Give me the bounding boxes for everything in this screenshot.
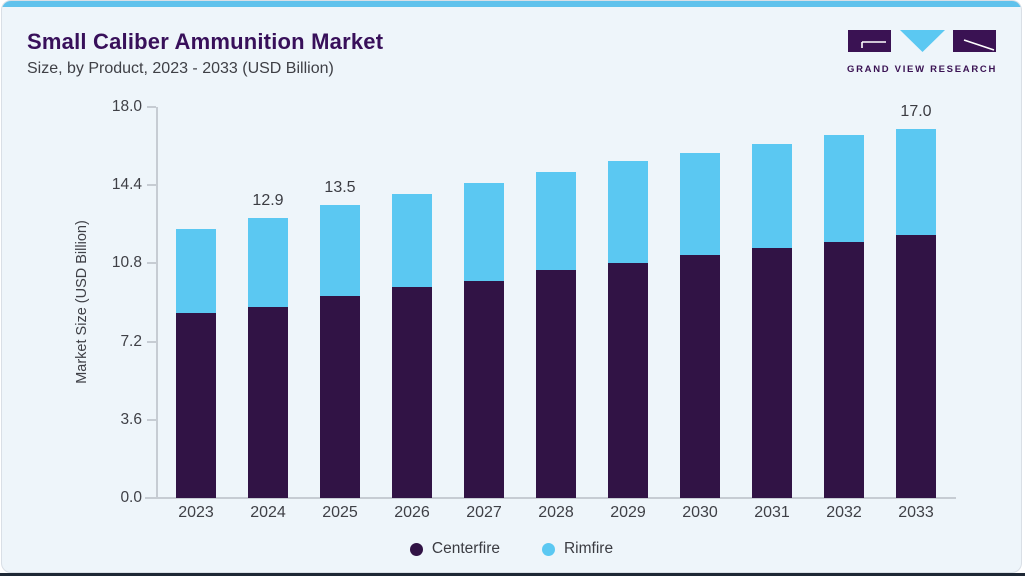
y-tick-label: 0.0: [120, 489, 142, 506]
y-tick-label: 7.2: [120, 333, 142, 350]
x-tick-label-2032: 2032: [826, 504, 862, 521]
centerfire-segment: [824, 241, 864, 498]
bar-group-2024: 12.9: [232, 107, 304, 498]
plot-area: 12.9 13.5 17.0: [160, 103, 952, 498]
bar-group-2029: [592, 107, 664, 498]
centerfire-segment: [176, 313, 216, 498]
bar-group-2028: [520, 107, 592, 498]
legend-item-rimfire: Rimfire: [541, 540, 614, 558]
centerfire-segment: [536, 269, 576, 498]
centerfire-segment: [392, 287, 432, 498]
stacked-bar: [176, 228, 216, 498]
centerfire-segment: [608, 263, 648, 498]
x-tick-label-2033: 2033: [898, 504, 934, 521]
y-tick-label: 14.4: [111, 176, 142, 193]
bar-group-2023: [160, 107, 232, 498]
tick-mark: [147, 341, 156, 343]
bar-group-2026: [376, 107, 448, 498]
tick-mark: [147, 184, 156, 186]
legend-label: Rimfire: [563, 540, 614, 557]
x-tick-label-2031: 2031: [754, 504, 790, 521]
bar-total-label: 17.0: [900, 102, 932, 120]
centerfire-segment: [464, 280, 504, 498]
stacked-bar: [536, 172, 576, 498]
grand-view-research-logo: GRAND VIEW RESEARCH: [847, 29, 997, 75]
chart-header: Small Caliber Ammunition Market Size, by…: [27, 29, 384, 78]
rimfire-segment: [752, 143, 792, 249]
bar-group-2031: [736, 107, 808, 498]
rimfire-segment: [320, 204, 360, 296]
chart-legend: Centerfire Rimfire: [2, 540, 1021, 558]
bar-group-2025: 13.5: [304, 107, 376, 498]
tick-mark: [147, 419, 156, 421]
bar-group-2030: [664, 107, 736, 498]
rimfire-segment: [536, 172, 576, 270]
legend-label: Centerfire: [431, 540, 500, 557]
centerfire-segment: [248, 306, 288, 498]
gvr-g-block-icon: [848, 30, 891, 52]
x-tick-label-2027: 2027: [466, 504, 502, 521]
centerfire-segment: [320, 296, 360, 498]
rimfire-segment: [392, 193, 432, 288]
bar-group-2027: [448, 107, 520, 498]
stacked-bar: [248, 217, 288, 498]
y-tick-label: 18.0: [111, 98, 142, 115]
x-tick-label-2028: 2028: [538, 504, 574, 521]
rimfire-segment: [896, 128, 936, 236]
legend-item-centerfire: Centerfire: [409, 540, 500, 558]
stacked-bar: [752, 143, 792, 498]
stacked-bar: [392, 193, 432, 498]
rimfire-segment: [464, 183, 504, 281]
tick-mark: [147, 262, 156, 264]
bar-group-2032: [808, 107, 880, 498]
bar-group-2033: 17.0: [880, 103, 952, 498]
centerfire-segment: [752, 248, 792, 498]
y-tick-label: 3.6: [120, 411, 142, 428]
rimfire-segment: [248, 217, 288, 307]
rimfire-legend-dot-icon: [541, 542, 555, 556]
stacked-bar: [464, 183, 504, 498]
page-subtitle: Size, by Product, 2023 - 2033 (USD Billi…: [27, 60, 334, 78]
y-axis-tick-marks: [147, 106, 156, 499]
bar-total-label: 13.5: [324, 178, 356, 196]
x-tick-label-2025: 2025: [322, 504, 358, 521]
gvr-logo-marks-icon: [848, 30, 996, 52]
page-title: Small Caliber Ammunition Market: [27, 29, 384, 54]
centerfire-segment: [680, 254, 720, 498]
logo-brand-text: GRAND VIEW RESEARCH: [847, 64, 998, 75]
stacked-bar: [320, 204, 360, 498]
stacked-bar: [608, 161, 648, 498]
gvr-r-block-icon: [953, 30, 996, 52]
y-axis-tick-labels: 18.0 14.4 10.8 7.2 3.6 0.0: [2, 98, 142, 506]
x-axis-labels: 2023 2024 2025 2026 2027 2028 2029 2030 2031 2032…: [160, 504, 952, 522]
stacked-bar: [824, 135, 864, 498]
y-tick-label: 10.8: [111, 254, 142, 271]
y-axis-line: [156, 107, 158, 498]
bar-total-label: 12.9: [252, 191, 284, 209]
x-tick-label-2029: 2029: [610, 504, 646, 521]
x-tick-label-2026: 2026: [394, 504, 430, 521]
tick-mark: [147, 106, 156, 108]
gvr-v-triangle-icon: [900, 30, 945, 52]
x-axis-line: [145, 497, 956, 499]
centerfire-legend-dot-icon: [409, 542, 423, 556]
top-accent-strip: [2, 1, 1021, 7]
rimfire-segment: [680, 152, 720, 255]
centerfire-segment: [896, 235, 936, 498]
stacked-bar: [896, 128, 936, 498]
x-tick-label-2023: 2023: [178, 504, 214, 521]
rimfire-segment: [608, 161, 648, 264]
stacked-bar: [680, 152, 720, 498]
bottom-edge-strip: [0, 573, 1025, 576]
rimfire-segment: [824, 135, 864, 242]
rimfire-segment: [176, 228, 216, 314]
x-tick-label-2030: 2030: [682, 504, 718, 521]
x-tick-label-2024: 2024: [250, 504, 286, 521]
